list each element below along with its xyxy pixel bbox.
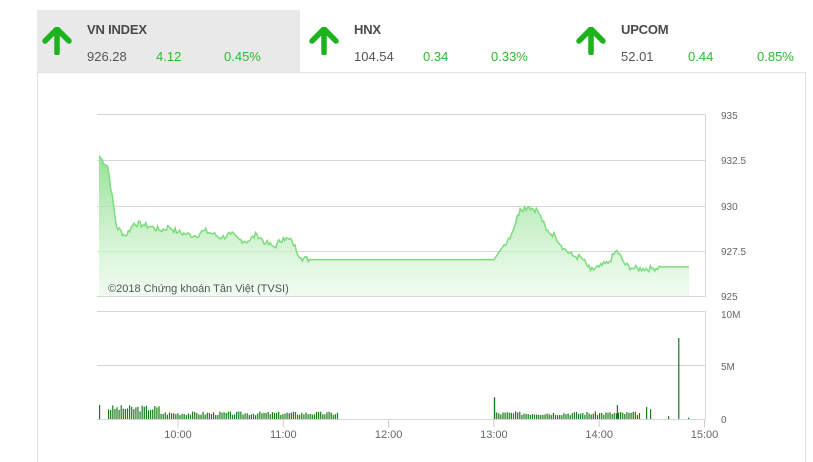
- arrow-up-icon: [309, 27, 339, 55]
- svg-text:15:00: 15:00: [691, 429, 719, 441]
- volume-grid: [97, 311, 706, 420]
- price-y-axis: 935 932.5 930 927.5 925: [721, 111, 746, 303]
- svg-text:927.5: 927.5: [721, 247, 746, 258]
- index-tab-upcom[interactable]: UPCOM 52.01 0.44 0.85%: [571, 10, 813, 72]
- volume-y-axis: 10M 5M 0: [721, 310, 740, 426]
- arrow-up-icon: [576, 27, 606, 55]
- svg-text:11:00: 11:00: [270, 429, 297, 441]
- svg-text:5M: 5M: [721, 362, 735, 373]
- index-name: UPCOM: [621, 22, 669, 37]
- index-name: HNX: [354, 22, 381, 37]
- index-change: 4.12: [156, 49, 182, 64]
- svg-text:935: 935: [721, 111, 738, 122]
- time-x-axis: 10:00 11:00 12:00 13:00 14:00 15:00: [164, 420, 718, 441]
- index-change: 0.34: [423, 49, 449, 64]
- index-change: 0.44: [688, 49, 714, 64]
- svg-text:0: 0: [721, 415, 727, 426]
- volume-bar-series: [99, 338, 690, 419]
- svg-text:930: 930: [721, 202, 738, 213]
- index-name: VN INDEX: [87, 22, 147, 37]
- svg-text:10:00: 10:00: [164, 429, 192, 441]
- index-price: 926.28: [87, 49, 127, 64]
- svg-text:13:00: 13:00: [480, 429, 508, 441]
- index-tab-hnx[interactable]: HNX 104.54 0.34 0.33%: [304, 10, 567, 72]
- svg-text:14:00: 14:00: [585, 429, 613, 441]
- index-percent: 0.45%: [224, 49, 261, 64]
- svg-text:925: 925: [721, 292, 738, 303]
- svg-text:12:00: 12:00: [375, 429, 403, 441]
- index-percent: 0.85%: [757, 49, 794, 64]
- svg-text:10M: 10M: [721, 310, 740, 321]
- svg-text:932.5: 932.5: [721, 156, 746, 167]
- index-price: 104.54: [354, 49, 394, 64]
- copyright-label: ©2018 Chứng khoán Tân Việt (TVSI): [108, 283, 289, 295]
- price-area-series: [98, 155, 689, 296]
- index-price: 52.01: [621, 49, 654, 64]
- index-tab-vnindex[interactable]: VN INDEX 926.28 4.12 0.45%: [37, 10, 300, 72]
- arrow-up-icon: [42, 27, 72, 55]
- index-percent: 0.33%: [491, 49, 528, 64]
